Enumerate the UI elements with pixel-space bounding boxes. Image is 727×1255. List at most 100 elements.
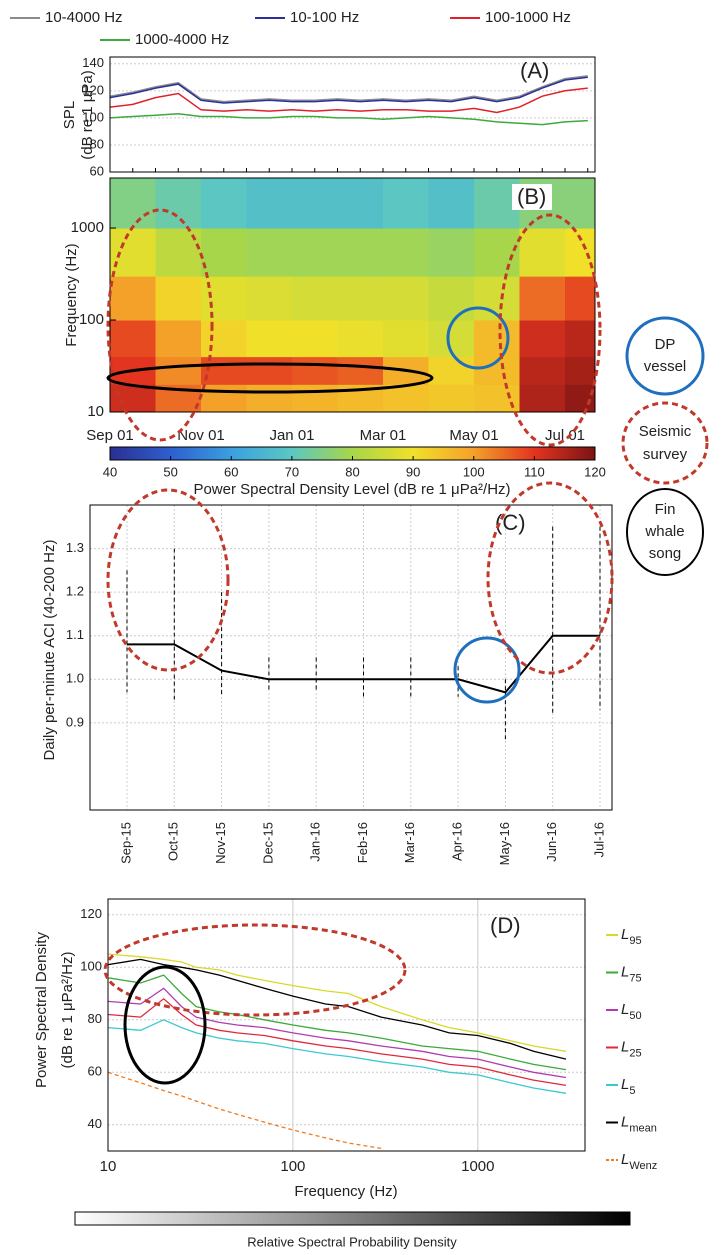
x-tick-label: Dec-15 <box>260 822 275 864</box>
heat-cell <box>428 178 475 229</box>
legend-text: survey <box>643 446 688 463</box>
y-tick-label: 120 <box>82 82 104 97</box>
heat-cell <box>565 320 595 358</box>
heatmap <box>110 178 595 412</box>
x-tick-label: Jan-16 <box>308 822 323 862</box>
legend-label: LWenz <box>621 1151 657 1172</box>
colorbar-tick-label: 70 <box>285 464 299 479</box>
spectrum-line <box>107 974 567 1071</box>
heat-cell <box>246 384 293 412</box>
annotation-shape <box>106 208 214 442</box>
spectrum-line <box>107 1071 382 1150</box>
heat-cell <box>201 384 247 412</box>
x-tick-label: Jun-16 <box>544 822 559 862</box>
colorbar-tick-label: 40 <box>103 464 117 479</box>
heat-cell <box>292 178 338 229</box>
y-tick-label: 1.1 <box>66 627 84 642</box>
colorbar-label: Relative Spectral Probability Density <box>247 1234 457 1249</box>
heat-cell <box>383 178 429 229</box>
y-axis-label: Frequency (Hz) <box>63 243 80 346</box>
y-tick-label: 1.0 <box>66 671 84 686</box>
x-tick-label: 10 <box>100 1158 117 1175</box>
colorbar-tick-label: 110 <box>524 464 545 479</box>
legend-label: L75 <box>621 963 642 984</box>
label-bg <box>512 184 552 210</box>
y-axis-label: (dB re 1 μPa) <box>79 70 96 160</box>
heat-cell <box>292 228 338 277</box>
legend-label: 100-1000 Hz <box>485 9 571 26</box>
x-tick-label: May 01 <box>449 427 498 444</box>
heat-cell <box>201 228 247 277</box>
x-tick-label: Feb-16 <box>355 822 370 863</box>
legend-circle <box>621 401 709 485</box>
legend-text: Seismic <box>639 423 692 440</box>
x-tick-label: Sep-15 <box>118 822 133 864</box>
heat-cell <box>292 276 338 321</box>
colorbar <box>74 1211 631 1226</box>
colorbar-tick-label: 80 <box>345 464 359 479</box>
y-tick-label: 140 <box>82 55 104 70</box>
y-tick-label: 0.9 <box>66 714 84 729</box>
y-tick-label: 80 <box>88 1011 102 1026</box>
spectrum-line <box>107 1019 567 1094</box>
spectrum-line <box>107 958 567 1060</box>
legend-label: 1000-4000 Hz <box>135 31 229 48</box>
heat-cell <box>337 320 384 358</box>
heat-cell <box>565 356 595 385</box>
legend-label: L5 <box>621 1076 635 1097</box>
legend-label: L95 <box>621 926 642 947</box>
heat-cell <box>246 178 293 229</box>
legend-label: L25 <box>621 1038 642 1059</box>
y-tick-label: 60 <box>88 1064 102 1079</box>
y-tick-label: 40 <box>88 1116 102 1131</box>
heat-cell <box>110 178 156 229</box>
spl-line <box>109 75 588 103</box>
colorbar-tick-label: 120 <box>584 464 606 479</box>
spl-line <box>109 76 588 104</box>
heat-cell <box>474 228 520 277</box>
y-tick-label: 120 <box>80 906 102 921</box>
y-tick-label: 80 <box>90 136 104 151</box>
heat-cell <box>565 276 595 321</box>
heat-cell <box>292 384 338 412</box>
plot-frame <box>89 504 613 811</box>
x-tick-label: Jul-16 <box>591 822 606 857</box>
spectrum-line <box>107 987 567 1079</box>
x-tick-label: Mar 01 <box>360 427 407 444</box>
heat-cell <box>110 384 156 412</box>
x-tick-label: Jul 01 <box>545 427 585 444</box>
plot-frame <box>107 898 586 1152</box>
heat-cell <box>246 320 293 358</box>
heat-cell <box>292 356 338 385</box>
legend-label: 10-4000 Hz <box>45 9 123 26</box>
colorbar-tick-label: 60 <box>224 464 238 479</box>
heat-cell <box>565 178 595 229</box>
legend-circle <box>625 316 705 396</box>
panel-label: (C) <box>495 510 526 535</box>
heat-cell <box>110 228 156 277</box>
x-tick-label: Apr-16 <box>450 822 465 861</box>
colorbar-label: Power Spectral Density Level (dB re 1 μP… <box>193 481 510 498</box>
y-tick-label: 1000 <box>71 219 104 236</box>
heat-cell <box>519 320 566 358</box>
heat-cell <box>246 356 293 385</box>
legend-label: Lmean <box>621 1113 657 1134</box>
heat-cell <box>474 320 520 358</box>
heat-cell <box>428 356 475 385</box>
heat-cell <box>155 276 202 321</box>
heat-cell <box>201 320 247 358</box>
annotation-shape <box>453 636 521 704</box>
heat-cell <box>155 356 202 385</box>
heat-cell <box>428 384 475 412</box>
y-tick-label: 10 <box>87 403 104 420</box>
x-axis-label: Frequency (Hz) <box>294 1183 397 1200</box>
x-tick-label: 1000 <box>461 1158 494 1175</box>
heat-cell <box>110 276 156 321</box>
heat-cell <box>110 320 156 358</box>
panel-label: (B) <box>517 184 546 209</box>
heat-cell <box>155 320 202 358</box>
heat-cell <box>292 320 338 358</box>
heat-cell <box>201 178 247 229</box>
legend-circle <box>626 488 704 576</box>
heat-cell <box>428 276 475 321</box>
